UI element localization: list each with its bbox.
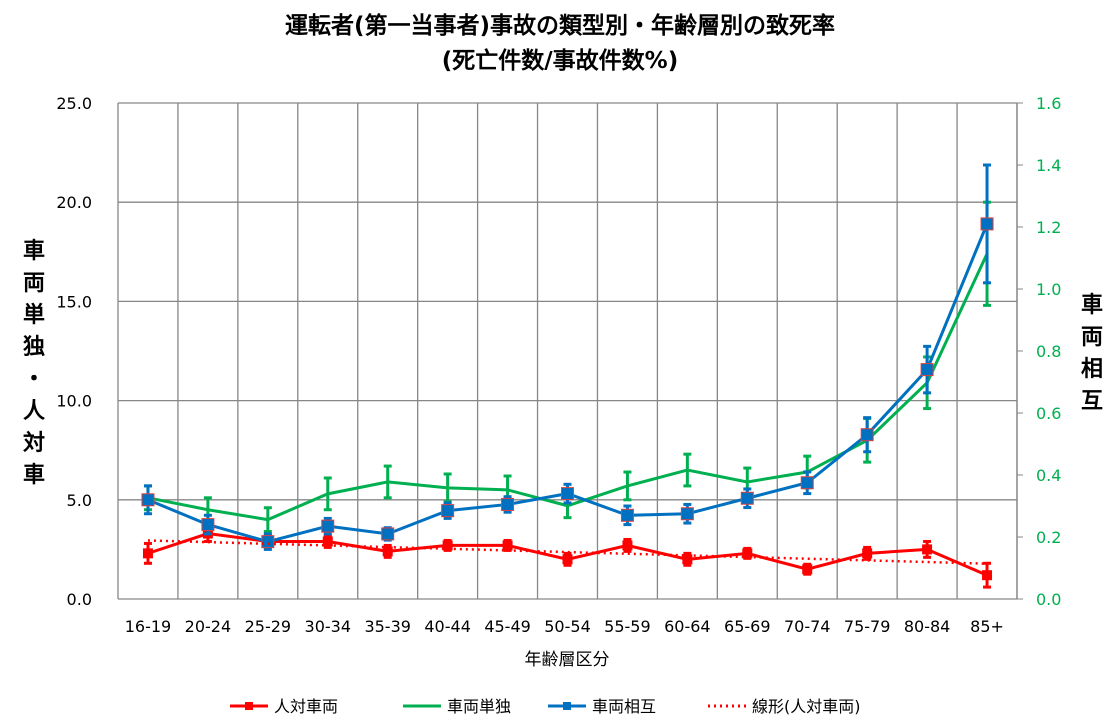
legend-marker [563,702,571,710]
y-left-label-char: 人 [23,399,45,424]
y-left-tick-label: 0.0 [67,590,92,609]
y-left-label-char: 車 [23,239,45,264]
y-right-tick-label: 1.2 [1036,218,1061,237]
y-left-label-char: 単 [23,302,45,328]
data-point [682,554,693,565]
data-point [802,564,813,575]
data-point [680,507,694,521]
data-point [321,519,335,533]
x-tick-label: 80-84 [904,617,951,636]
x-tick-label: 30-34 [305,617,352,636]
x-tick-label: 50-54 [544,617,591,636]
x-tick-label: 45-49 [484,617,531,636]
y-right-label-char: 互 [1081,389,1103,414]
data-point [381,527,395,541]
x-tick-label: 16-19 [125,617,172,636]
y-right-tick-label: 1.0 [1036,280,1061,299]
data-point [201,518,215,532]
data-point [922,544,933,555]
y-left-label-char: 両 [23,271,45,296]
data-point [860,428,874,442]
data-point [502,540,513,551]
data-point [322,536,333,547]
y-right-tick-label: 0.8 [1036,342,1061,361]
x-tick-label: 60-64 [664,617,711,636]
y-right-tick-label: 1.4 [1036,156,1061,175]
data-point [800,476,814,490]
data-point [141,493,155,507]
y-right-label-char: 相 [1081,357,1103,382]
data-point [261,535,275,549]
data-point [862,548,873,559]
legend-marker [245,702,253,710]
chart-subtitle: (死亡件数/事故件数%) [442,47,678,74]
trendline [147,539,988,565]
legend-label: 人対車両 [274,697,338,716]
y-left-label-char: ・ [23,367,45,392]
x-tick-label: 40-44 [424,617,471,636]
chart-title: 運転者(第一当事者)事故の類型別・年齢層別の致死率 [285,12,835,39]
data-point [620,508,634,522]
y-left-label-char: 独 [23,335,45,360]
y-right-tick-label: 0.2 [1036,528,1061,547]
data-point [980,217,994,231]
data-point [742,548,753,559]
y-left-label-char: 対 [23,431,45,456]
x-tick-label: 55-59 [604,617,651,636]
x-axis-label: 年齢層区分 [525,650,610,670]
data-point [142,548,153,559]
x-tick-label: 70-74 [784,617,831,636]
data-point [561,487,574,501]
data-point [501,497,515,511]
x-tick-label: 25-29 [245,617,292,636]
legend-label: 車両相互 [592,697,656,716]
data-point [622,540,633,551]
data-point [982,570,993,581]
legend-label: 車両単独 [447,697,511,716]
y-right-label-char: 両 [1081,325,1103,350]
y-right-label-char: 車 [1081,293,1103,318]
y-right-tick-label: 0.4 [1036,466,1061,485]
y-left-tick-label: 15.0 [56,292,92,311]
y-left-tick-label: 5.0 [67,491,92,510]
data-point [562,554,573,565]
x-tick-label: 65-69 [724,617,771,636]
x-tick-label: 20-24 [185,617,232,636]
x-tick-label: 35-39 [364,617,411,636]
data-point [382,546,393,557]
y-left-tick-label: 25.0 [56,94,92,113]
x-tick-label: 85+ [970,617,1004,636]
data-point [740,491,754,505]
data-point [920,363,934,377]
y-right-tick-label: 0.6 [1036,404,1061,423]
data-point [442,540,453,551]
y-left-tick-label: 20.0 [56,193,92,212]
y-right-tick-label: 1.6 [1036,94,1061,113]
y-left-tick-label: 10.0 [56,392,92,411]
y-left-label-char: 車 [23,463,45,488]
legend-label: 線形(人対車両) [752,697,861,716]
x-tick-label: 75-79 [844,617,891,636]
series-line-1 [147,253,989,522]
y-right-tick-label: 0.0 [1036,590,1061,609]
data-point [441,504,455,518]
